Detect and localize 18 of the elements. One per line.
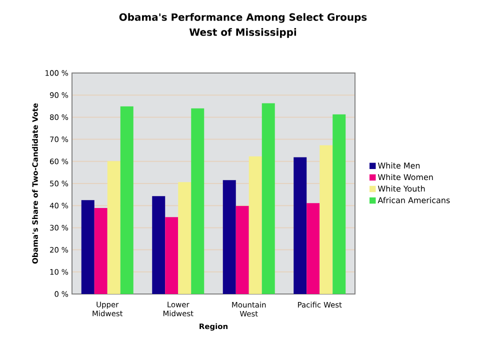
bar [94,208,108,294]
bar [332,114,346,294]
bar [178,182,192,294]
bar [107,161,120,294]
bar [320,145,333,294]
bar [152,196,166,294]
bar [236,206,249,294]
chart-title: Obama's Performance Among Select Groups [119,13,367,23]
bar [120,106,134,294]
bar [81,200,94,294]
bar [262,103,275,294]
bar [306,203,320,294]
bar [248,156,262,294]
bar [222,180,236,294]
bar [165,217,178,294]
bar [191,108,204,294]
chart-subtitle: West of Mississippi [189,28,296,38]
bar [294,157,307,294]
